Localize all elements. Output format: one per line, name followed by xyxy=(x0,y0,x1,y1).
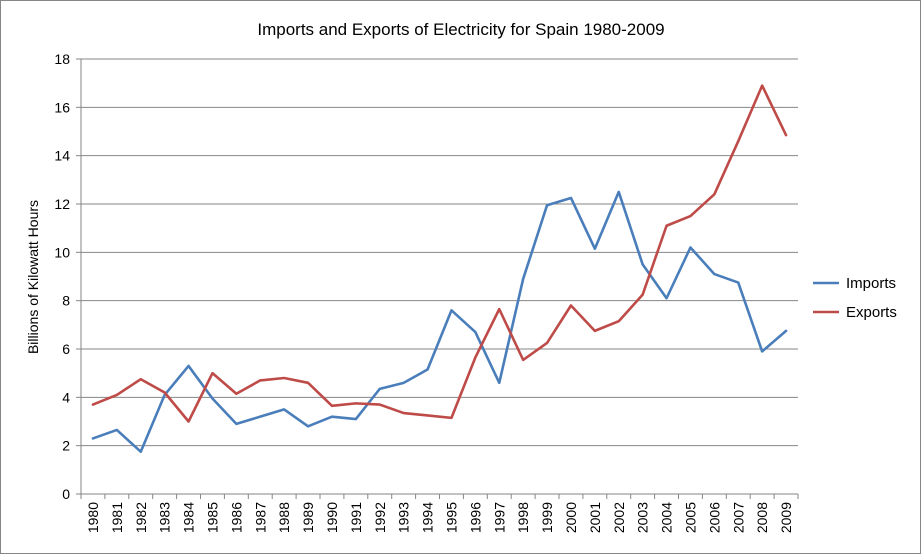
x-tick-label: 1996 xyxy=(467,502,483,533)
y-tick-label: 12 xyxy=(54,196,70,212)
x-tick-label: 2002 xyxy=(611,502,627,533)
legend-label-imports: Imports xyxy=(846,275,896,292)
legend: Imports Exports xyxy=(813,275,897,321)
x-tick-label: 1992 xyxy=(372,502,388,533)
x-tick-label: 1984 xyxy=(181,502,197,533)
y-tick-label: 14 xyxy=(54,148,70,164)
x-tick-labels: 1980 1981 1982 1983 1984 1985 1986 1987 1988 1989… xyxy=(85,502,794,533)
x-tick-label: 2000 xyxy=(563,502,579,533)
x-tick-label: 2004 xyxy=(659,502,675,533)
x-tick-label: 1980 xyxy=(85,502,101,533)
x-tick-label: 1999 xyxy=(539,502,555,533)
x-tick-label: 1988 xyxy=(276,502,292,533)
x-tick-label: 2005 xyxy=(682,502,698,533)
x-tick-label: 2006 xyxy=(706,502,722,533)
y-tick-label: 2 xyxy=(62,438,70,454)
x-tick-label: 1982 xyxy=(133,502,149,533)
axes xyxy=(76,58,799,499)
x-tick-label: 1985 xyxy=(204,502,220,533)
x-tick-label: 1991 xyxy=(348,502,364,533)
x-tick-label: 1997 xyxy=(491,502,507,533)
x-tick-label: 1990 xyxy=(324,502,340,533)
x-tick-label: 1995 xyxy=(443,502,459,533)
y-tick-label: 4 xyxy=(62,389,70,405)
x-tick-label: 2001 xyxy=(587,502,603,533)
y-tick-labels: 0 2 4 6 8 10 12 14 16 18 xyxy=(54,51,70,502)
x-tick-label: 1998 xyxy=(515,502,531,533)
x-tick-label: 2007 xyxy=(730,502,746,533)
y-tick-label: 18 xyxy=(54,51,70,67)
x-tick-label: 2009 xyxy=(778,502,794,533)
gridlines xyxy=(81,58,798,447)
y-tick-label: 0 xyxy=(62,486,70,502)
x-tick-label: 1983 xyxy=(157,502,173,533)
y-tick-label: 16 xyxy=(54,99,70,115)
exports-line xyxy=(91,84,788,423)
x-tick-label: 1989 xyxy=(300,502,316,533)
chart-title: Imports and Exports of Electricity for S… xyxy=(257,20,664,39)
x-tick-label: 1987 xyxy=(252,502,268,533)
x-tick-label: 2008 xyxy=(754,502,770,533)
series-lines xyxy=(91,84,788,454)
imports-line xyxy=(91,190,788,454)
legend-label-exports: Exports xyxy=(846,304,897,321)
x-tick-label: 1986 xyxy=(228,502,244,533)
x-tick-label: 1994 xyxy=(420,502,436,533)
x-tick-label: 1993 xyxy=(396,502,412,533)
y-tick-label: 8 xyxy=(62,293,70,309)
x-tick-label: 2003 xyxy=(635,502,651,533)
y-tick-label: 6 xyxy=(62,341,70,357)
y-axis-label: Billions of Kilowatt Hours xyxy=(25,200,41,354)
x-tick-label: 1981 xyxy=(109,502,125,533)
y-tick-label: 10 xyxy=(54,244,70,260)
